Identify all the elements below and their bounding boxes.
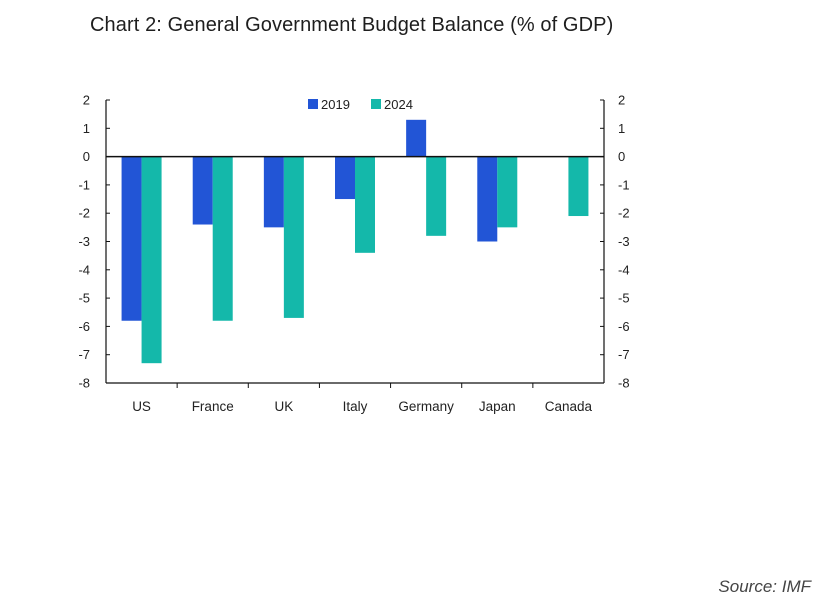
bar-2024-germany	[426, 156, 447, 236]
category-label: Germany	[398, 399, 454, 414]
y-tick-label-left: 0	[83, 149, 90, 164]
category-label: France	[192, 399, 234, 414]
bar-2019-france	[192, 156, 213, 225]
legend-swatch-2019	[308, 99, 318, 109]
y-tick-label-right: -5	[618, 291, 630, 306]
y-tick-label-right: -2	[618, 206, 630, 221]
legend-swatch-2024	[371, 99, 381, 109]
y-tick-label-right: 2	[618, 93, 625, 108]
category-label: UK	[274, 399, 293, 414]
y-tick-label-right: 0	[618, 149, 625, 164]
y-tick-label-right: -1	[618, 177, 630, 192]
bar-2019-italy	[335, 156, 355, 200]
category-label: Italy	[343, 399, 368, 414]
y-tick-label-right: -8	[618, 376, 630, 391]
y-tick-label-left: -5	[78, 291, 90, 306]
category-label: Japan	[479, 399, 516, 414]
bar-2024-italy	[355, 156, 375, 253]
category-label: US	[132, 399, 151, 414]
y-tick-label-left: -6	[78, 319, 90, 334]
category-label: Canada	[545, 399, 593, 414]
legend-label-2024: 2024	[384, 97, 413, 112]
y-tick-label-right: -6	[618, 319, 630, 334]
y-tick-label-left: 1	[83, 121, 90, 136]
bar-2019-us	[121, 156, 142, 321]
y-tick-label-right: -7	[618, 347, 630, 362]
bar-2024-canada	[568, 156, 589, 217]
y-tick-label-left: -1	[78, 177, 90, 192]
y-tick-label-right: -4	[618, 262, 630, 277]
y-tick-label-left: -3	[78, 234, 90, 249]
y-tick-label-left: -8	[78, 376, 90, 391]
y-tick-label-left: -2	[78, 206, 90, 221]
source-note: Source: IMF	[718, 577, 811, 596]
bar-2024-uk	[283, 156, 304, 318]
y-tick-label-left: 2	[83, 93, 90, 108]
legend-label-2019: 2019	[321, 97, 350, 112]
y-tick-label-right: 1	[618, 121, 625, 136]
bar-2024-japan	[497, 156, 518, 228]
bar-2019-japan	[477, 156, 498, 242]
y-tick-label-right: -3	[618, 234, 630, 249]
y-tick-label-left: -4	[78, 262, 90, 277]
y-tick-label-left: -7	[78, 347, 90, 362]
bar-2019-germany	[406, 119, 427, 157]
bar-2019-uk	[263, 156, 284, 228]
chart-title: Chart 2: General Government Budget Balan…	[90, 14, 614, 36]
bar-2024-france	[212, 156, 233, 321]
bar-2024-us	[141, 156, 162, 364]
